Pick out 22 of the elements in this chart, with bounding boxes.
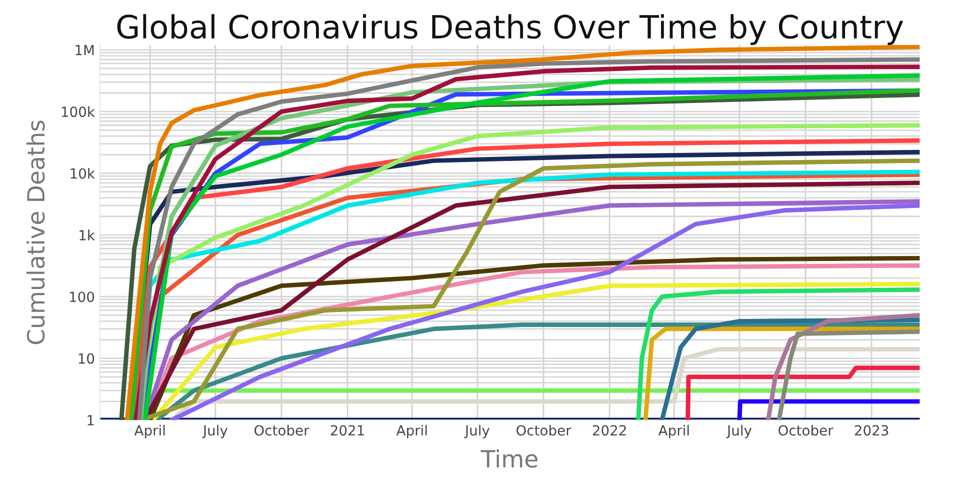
x-tick-label: October bbox=[778, 424, 834, 436]
x-tick-label: 2022 bbox=[592, 425, 626, 436]
y-tick-label: 1M bbox=[76, 45, 94, 56]
x-tick-label: July bbox=[726, 424, 752, 438]
x-tick-label: July bbox=[464, 424, 490, 438]
x-tick-label: 2021 bbox=[330, 425, 364, 436]
x-tick-label: April bbox=[396, 424, 427, 438]
y-tick-label: 100k bbox=[62, 106, 95, 118]
x-tick-label: October bbox=[254, 424, 310, 436]
x-tick-label: 2023 bbox=[854, 425, 888, 436]
y-tick-label: 100 bbox=[70, 292, 94, 302]
x-tick-label: July bbox=[202, 424, 228, 438]
y-tick-label: 1 bbox=[88, 415, 94, 426]
x-tick-label: April bbox=[658, 424, 689, 438]
x-tick-label: October bbox=[516, 424, 572, 436]
x-tick-label: April bbox=[134, 424, 165, 438]
y-tick-label: 1k bbox=[80, 230, 95, 240]
chart-title: Global Coronavirus Deaths Over Time by Country bbox=[117, 14, 904, 45]
y-tick-label: 10 bbox=[78, 353, 94, 364]
y-tick-label: 10k bbox=[70, 168, 95, 179]
y-axis-title: Cumulative Deaths bbox=[26, 120, 45, 344]
x-axis-title: Time bbox=[480, 449, 538, 468]
